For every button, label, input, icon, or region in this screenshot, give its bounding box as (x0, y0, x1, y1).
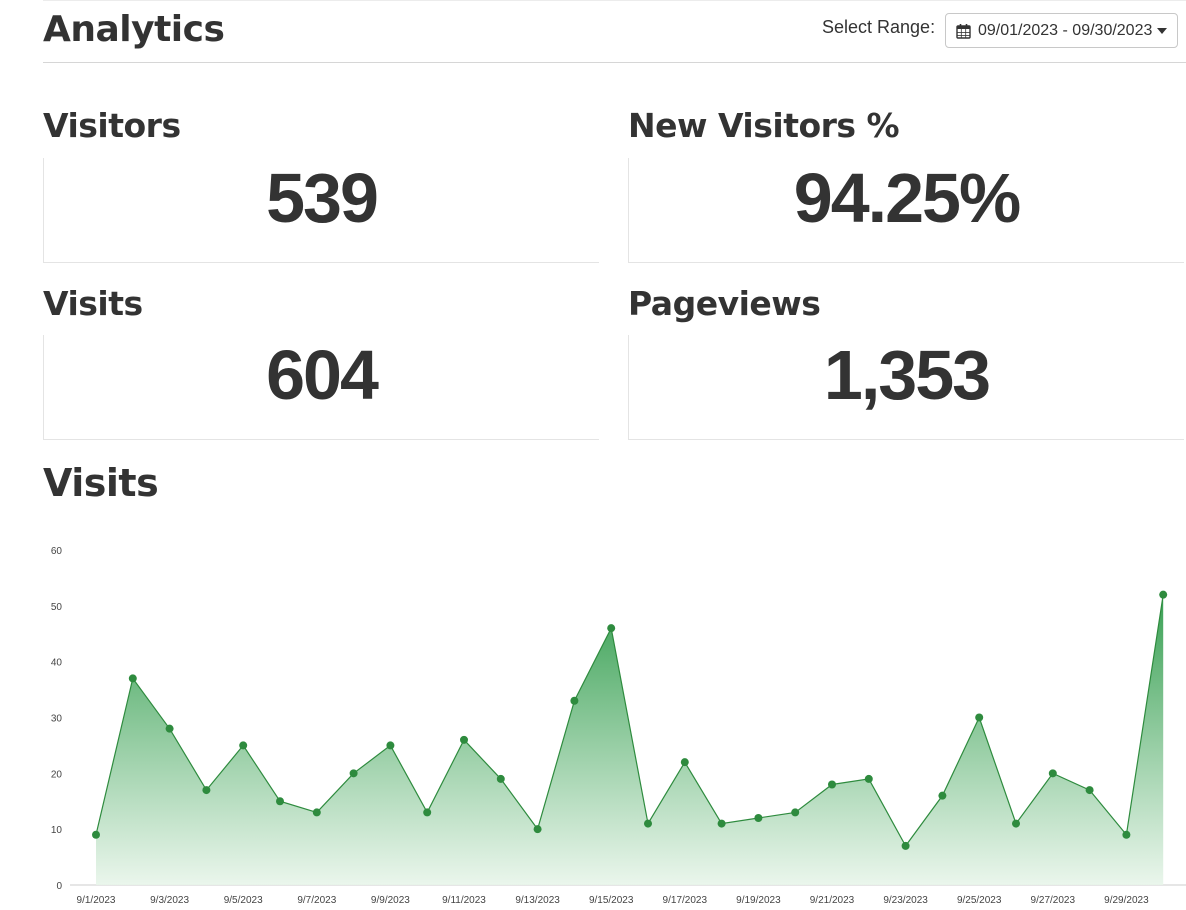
y-tick-label: 50 (51, 602, 63, 613)
data-point[interactable] (1122, 830, 1131, 839)
data-point[interactable] (901, 841, 910, 850)
data-point[interactable] (938, 791, 947, 800)
data-point[interactable] (1159, 590, 1168, 599)
date-range-picker-button[interactable]: 09/01/2023 - 09/30/2023 (945, 13, 1178, 48)
data-point[interactable] (349, 769, 358, 778)
data-point[interactable] (1085, 786, 1094, 795)
x-tick-label: 9/15/2023 (589, 895, 634, 906)
new-visitors-value: 94.25% (793, 159, 1021, 237)
caret-down-icon (1157, 27, 1168, 34)
calendar-icon (956, 23, 971, 39)
x-tick-label: 9/25/2023 (957, 895, 1002, 906)
page-header: Analytics Select Range: 09/01/2023 - 09/… (43, 0, 1186, 63)
y-tick-label: 60 (51, 546, 63, 557)
visitors-value: 539 (266, 159, 379, 237)
data-point[interactable] (276, 797, 284, 806)
pageviews-card: 1,353 (628, 335, 1184, 440)
visits-area-chart: 0 10 20 30 40 50 60 9/1/2023 9/3/2023 9/5/2023 9/… (51, 546, 1186, 906)
x-tick-label: 9/3/2023 (150, 895, 189, 906)
data-point[interactable] (460, 735, 468, 744)
data-point[interactable] (533, 825, 542, 834)
visitors-title: Visitors (43, 106, 181, 145)
data-point[interactable] (1012, 819, 1020, 828)
visits-chart-title: Visits (43, 461, 159, 505)
y-tick-label: 0 (56, 881, 62, 892)
visitors-card: 539 (43, 158, 599, 263)
x-tick-label: 9/27/2023 (1031, 895, 1076, 906)
data-point[interactable] (423, 808, 432, 817)
visits-card: 604 (43, 335, 599, 440)
data-point[interactable] (496, 774, 505, 783)
x-tick-label: 9/23/2023 (883, 895, 928, 906)
page-title: Analytics (43, 9, 225, 50)
x-tick-label: 9/13/2023 (515, 895, 560, 906)
data-point[interactable] (165, 724, 174, 733)
y-tick-label: 20 (51, 769, 63, 780)
data-point[interactable] (644, 819, 652, 828)
data-point[interactable] (828, 780, 836, 789)
data-point[interactable] (791, 808, 800, 817)
pageviews-title: Pageviews (628, 284, 821, 323)
select-range-label: Select Range: (822, 17, 936, 37)
x-tick-label: 9/9/2023 (371, 895, 410, 906)
data-point[interactable] (386, 741, 395, 750)
pageviews-value: 1,353 (823, 336, 991, 414)
data-point[interactable] (239, 741, 248, 750)
data-point[interactable] (128, 674, 137, 683)
new-visitors-title: New Visitors % (628, 106, 900, 145)
new-visitors-card: 94.25% (628, 158, 1184, 263)
data-point[interactable] (92, 830, 100, 839)
x-tick-label: 9/11/2023 (442, 895, 486, 906)
data-point[interactable] (607, 624, 616, 633)
y-tick-label: 10 (51, 825, 63, 836)
data-point[interactable] (680, 758, 689, 767)
data-point[interactable] (754, 814, 763, 822)
data-point[interactable] (570, 696, 579, 705)
y-tick-label: 40 (51, 658, 63, 669)
visits-value: 604 (266, 336, 379, 414)
data-point[interactable] (1048, 769, 1057, 778)
date-range-value: 09/01/2023 - 09/30/2023 (978, 21, 1153, 39)
data-point[interactable] (864, 774, 873, 783)
x-tick-label: 9/19/2023 (736, 895, 781, 906)
visits-title: Visits (43, 284, 143, 323)
visits-area (96, 594, 1164, 885)
data-point[interactable] (975, 713, 984, 722)
data-point[interactable] (717, 819, 726, 828)
data-point[interactable] (312, 808, 321, 817)
visits-series-line (95, 594, 1164, 848)
x-tick-label: 9/21/2023 (810, 895, 855, 906)
x-tick-label: 9/29/2023 (1104, 895, 1149, 906)
x-tick-label: 9/17/2023 (663, 895, 708, 906)
y-tick-label: 30 (51, 714, 63, 725)
x-tick-label: 9/7/2023 (297, 895, 336, 906)
data-point[interactable] (202, 786, 211, 795)
x-tick-label: 9/5/2023 (224, 895, 263, 906)
x-tick-label: 9/1/2023 (77, 895, 116, 906)
